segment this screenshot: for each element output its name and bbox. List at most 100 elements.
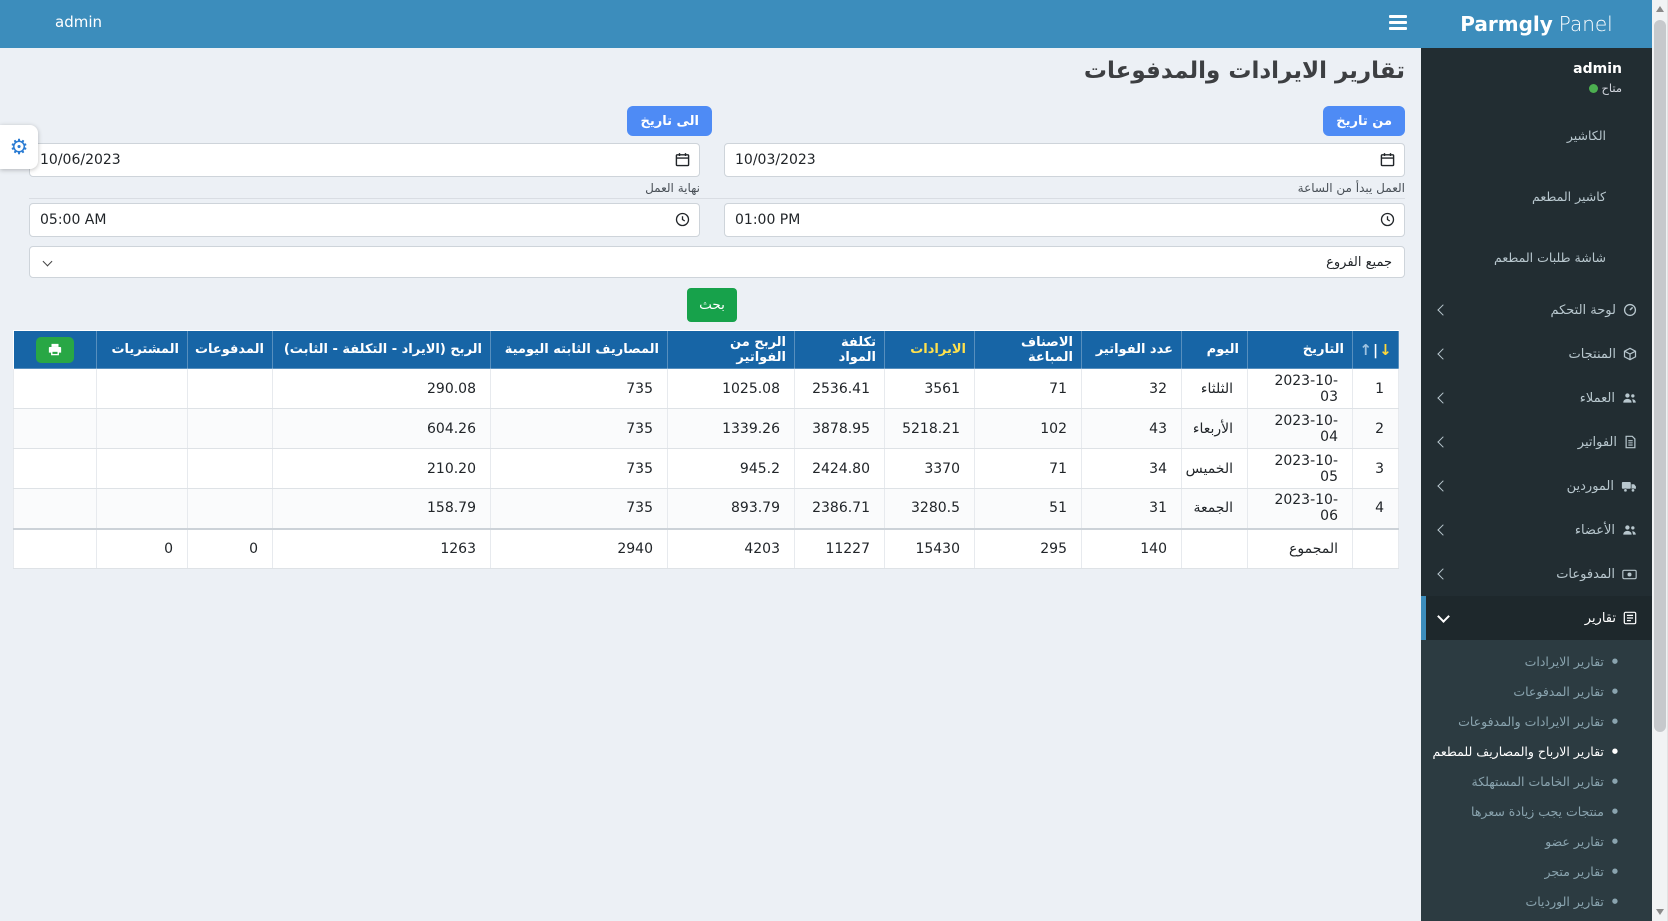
sidebar-item-payments[interactable]: المدفوعات (1421, 552, 1652, 596)
calendar-icon (1380, 153, 1395, 167)
invoices-icon (1625, 435, 1636, 449)
print-header (13, 330, 97, 369)
col-header-day[interactable]: اليوم (1181, 330, 1248, 369)
bullet-icon: ● (1611, 806, 1618, 815)
col-header-fixed-expenses[interactable]: المصاريف الثابته اليومية (490, 330, 668, 369)
submenu-profit-expenses-reports[interactable]: ● تقارير الارباح والمصاريف للمطعم (1432, 743, 1618, 759)
scroll-up-icon[interactable] (1656, 6, 1664, 12)
main-content: تقارير الايرادات والمدفوعات من تاريخ الى… (0, 48, 1421, 921)
sidebar-item-products[interactable]: المنتجات (1421, 332, 1652, 376)
sidebar-item-cashier[interactable]: الكاشير (1566, 128, 1606, 143)
print-button[interactable] (36, 336, 74, 363)
table-row[interactable]: 2 2023-10-04 الأربعاء 43 102 5218.21 3878.95… (13, 408, 1399, 449)
report-table: ↓|↑ التاريخ اليوم عدد الفواتير الاصناف ا… (13, 330, 1399, 569)
chevron-left-icon (1437, 304, 1449, 316)
sidebar-item-restaurant-cashier[interactable]: كاشير المطعم (1532, 189, 1606, 204)
page-scrollbar[interactable] (1652, 0, 1668, 921)
settings-panel-toggle[interactable]: ⚙ (0, 125, 38, 169)
bullet-icon: ● (1611, 656, 1618, 665)
sidebar-item-members[interactable]: الأعضاء (1421, 508, 1652, 552)
table-row[interactable]: 1 2023-10-03 الثلثاء 32 71 3561 2536.41 1025.… (13, 368, 1399, 409)
submenu-revenue-reports[interactable]: ● تقارير الايرادات (1524, 653, 1618, 669)
brand-light: Panel (1558, 12, 1613, 36)
from-date-input[interactable] (725, 144, 1404, 176)
submenu-store-reports[interactable]: ● تقارير متجر (1544, 863, 1618, 879)
bullet-icon: ● (1611, 866, 1618, 875)
sort-header[interactable]: ↓|↑ (1352, 330, 1399, 369)
customers-icon (1623, 393, 1636, 403)
sort-desc-icon[interactable]: ↓ (1379, 340, 1392, 359)
sidebar-item-label: المدفوعات (1556, 566, 1615, 582)
brand-bold: Parmgly (1460, 12, 1553, 36)
to-date-field[interactable] (29, 143, 700, 177)
sidebar-item-label: لوحة التحكم (1550, 302, 1616, 318)
submenu-payments-reports[interactable]: ● تقارير المدفوعات (1513, 683, 1618, 699)
submenu-price-increase-products[interactable]: ● منتجات يجب زيادة سعرها (1471, 803, 1618, 819)
gauge-icon (1623, 303, 1637, 317)
submenu-shifts-reports[interactable]: ● تقارير الورديات (1525, 893, 1618, 909)
table-header-row: ↓|↑ التاريخ اليوم عدد الفواتير الاصناف ا… (13, 330, 1399, 369)
printer-icon (48, 343, 62, 355)
sidebar-item-label: المنتجات (1568, 346, 1616, 362)
col-header-net-profit[interactable]: الربح (الايراد - التكلفة - الثابت) (272, 330, 491, 369)
sidebar: admin متاح الكاشير كاشير المطعم شاشة طلب… (1421, 48, 1652, 921)
sidebar-item-reports[interactable]: تقارير (1421, 596, 1652, 640)
table-row[interactable]: 3 2023-10-05 الخميس 34 71 3370 2424.80 945.2 … (13, 448, 1399, 489)
brand-logo[interactable]: Parmgly Panel (1421, 0, 1652, 48)
scrollbar-thumb[interactable] (1654, 20, 1666, 732)
bullet-icon: ● (1611, 836, 1618, 845)
col-header-payments[interactable]: المدفوعات (187, 330, 273, 369)
products-icon (1623, 347, 1637, 361)
navbar-username: admin (55, 13, 102, 31)
col-header-invoice-count[interactable]: عدد الفواتير (1081, 330, 1182, 369)
submenu-member-reports[interactable]: ● تقارير عضو (1545, 833, 1618, 849)
payments-icon (1622, 569, 1637, 579)
scroll-down-icon[interactable] (1656, 909, 1664, 915)
clock-icon (675, 212, 690, 227)
col-header-revenues[interactable]: الايرادات (884, 330, 975, 369)
submenu-revenue-payments-reports[interactable]: ● تقارير الايرادات والمدفوعات (1458, 713, 1618, 729)
start-time-field[interactable] (724, 203, 1405, 237)
bullet-icon: ● (1611, 686, 1618, 695)
sidebar-item-customers[interactable]: العملاء (1421, 376, 1652, 420)
search-button[interactable]: بحث (687, 288, 737, 322)
from-date-button[interactable]: من تاريخ (1323, 106, 1405, 136)
col-header-material-cost[interactable]: تكلفة المواد (794, 330, 885, 369)
online-status-icon (1589, 83, 1599, 93)
branch-select-value: جميع الفروع (1326, 254, 1392, 270)
sort-asc-icon[interactable]: ↑ (1359, 340, 1372, 359)
submenu-consumed-materials-reports[interactable]: ● تقارير الخامات المستهلكة (1471, 773, 1618, 789)
col-header-invoice-profit[interactable]: الربح من الفواتير (667, 330, 795, 369)
page-title: تقارير الايرادات والمدفوعات (1083, 58, 1405, 84)
bullet-icon: ● (1611, 896, 1618, 905)
chevron-left-icon (1437, 348, 1449, 360)
col-header-date[interactable]: التاريخ (1247, 330, 1353, 369)
col-header-purchases[interactable]: المشتريات (96, 330, 188, 369)
from-date-field[interactable] (724, 143, 1405, 177)
table-row[interactable]: 4 2023-10-06 الجمعة 31 51 3280.5 2386.71 893.… (13, 488, 1399, 529)
user-panel: admin متاح (1421, 48, 1652, 105)
start-time-input[interactable] (725, 204, 1404, 236)
branch-select[interactable]: جميع الفروع (29, 246, 1405, 278)
user-status: متاح (1431, 81, 1622, 95)
sidebar-item-orders-screen[interactable]: شاشة طلبات المطعم (1494, 250, 1606, 265)
sidebar-item-suppliers[interactable]: الموردين (1421, 464, 1652, 508)
chevron-left-icon (1437, 392, 1449, 404)
bullet-icon: ● (1611, 716, 1618, 725)
work-end-label: نهاية العمل (645, 181, 700, 195)
col-header-items-sold[interactable]: الاصناف المباعة (974, 330, 1082, 369)
work-hours-labels: العمل يبدأ من الساعة نهاية العمل (29, 181, 1405, 199)
end-time-field[interactable] (29, 203, 700, 237)
chevron-down-icon (42, 256, 53, 267)
sidebar-item-label: العملاء (1579, 390, 1615, 406)
hamburger-icon[interactable] (1387, 15, 1407, 31)
sidebar-item-dashboard[interactable]: لوحة التحكم (1421, 288, 1652, 332)
work-start-label: العمل يبدأ من الساعة (1297, 181, 1405, 195)
sidebar-item-label: الأعضاء (1574, 522, 1615, 538)
table-total-row: المجموع 140 295 15430 11227 4203 2940 1263 0 0 (13, 527, 1399, 569)
end-time-input[interactable] (30, 204, 699, 236)
sidebar-item-invoices[interactable]: الفواتير (1421, 420, 1652, 464)
to-date-button[interactable]: الى تاريخ (627, 106, 712, 136)
to-date-input[interactable] (30, 144, 699, 176)
sidebar-item-label: الموردين (1566, 478, 1614, 494)
